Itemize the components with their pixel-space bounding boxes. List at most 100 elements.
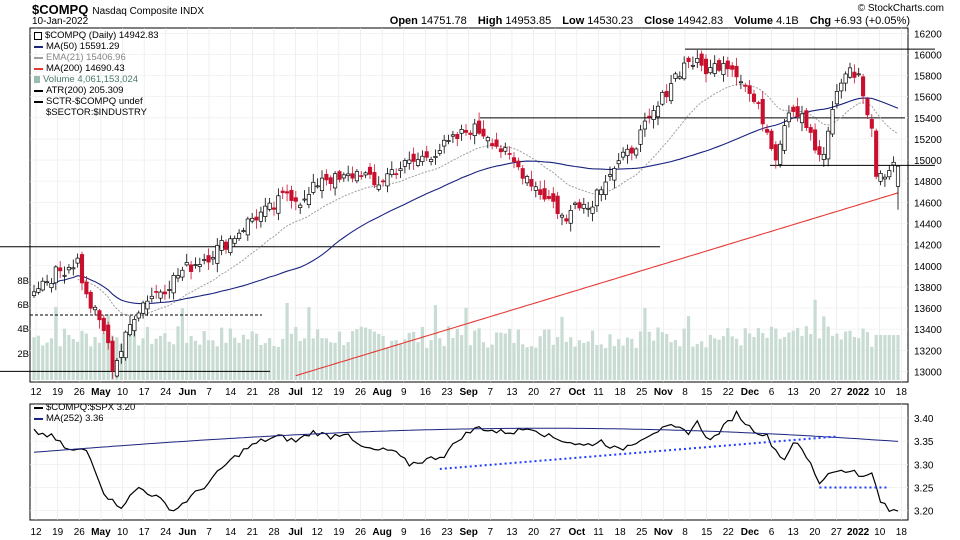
x-tick-label: Nov: [654, 387, 673, 398]
volume-bar: [512, 342, 516, 380]
x-tick-label: 9: [401, 387, 407, 398]
volume-bar: [263, 343, 267, 380]
candle-body: [119, 351, 124, 358]
volume-bar: [870, 346, 874, 380]
ohlc-readout: Open 14751.78 High 14953.85 Low 14530.23 Cl…: [382, 15, 910, 27]
volume-bar: [372, 331, 376, 380]
candle-body: [760, 99, 765, 125]
candle-body: [817, 146, 822, 155]
candle-body: [237, 232, 242, 239]
volume-bar: [150, 343, 154, 380]
volume-bar: [206, 340, 211, 380]
volume-bar: [477, 328, 481, 380]
ratio-x-tick-label: 2022: [847, 527, 870, 538]
candle-body: [437, 150, 442, 154]
candle-body: [411, 153, 416, 162]
candle-body: [372, 172, 377, 186]
volume-bar: [41, 345, 45, 380]
volume-bar: [809, 334, 813, 380]
candle-body: [324, 173, 329, 181]
x-tick-label: 11: [593, 387, 604, 398]
volume-bar: [62, 328, 67, 380]
volume-bar: [630, 338, 634, 380]
candle-body: [245, 218, 250, 236]
candle-body: [747, 85, 752, 94]
volume-bar: [547, 329, 551, 380]
candle-body: [311, 181, 316, 193]
ratio-x-tick-label: Sep: [460, 527, 478, 538]
candle-body: [751, 93, 757, 102]
candle-body: [721, 63, 726, 75]
candle-body: [773, 144, 778, 161]
volume-bar: [49, 338, 54, 380]
volume-bar: [385, 347, 390, 380]
x-tick-label: 21: [247, 387, 259, 398]
volume-bar: [800, 336, 804, 380]
candle-body: [612, 168, 617, 181]
volume-bar: [560, 316, 564, 380]
candle-body: [708, 67, 713, 74]
chg-value: +6.93 (+0.05%): [834, 15, 910, 27]
candle-body: [503, 147, 508, 152]
candle-body: [271, 207, 277, 210]
candle-body: [45, 281, 50, 284]
y-tick-label: 14000: [914, 262, 942, 273]
x-tick-label: 24: [160, 387, 172, 398]
volume-bar: [839, 339, 843, 380]
candle-body: [756, 102, 761, 104]
volume-bar: [394, 340, 398, 380]
candle-body: [123, 331, 128, 359]
volume-bar: [451, 337, 455, 380]
volume-bar: [503, 333, 507, 380]
candle-body: [385, 173, 390, 187]
candle-body: [529, 179, 534, 187]
candle-body: [84, 281, 89, 295]
x-tick-label: 25: [636, 387, 648, 398]
candle-body: [490, 143, 495, 146]
candle-body: [280, 190, 285, 193]
x-tick-label: Jun: [179, 387, 197, 398]
candle-body: [555, 195, 560, 214]
candle-body: [559, 214, 565, 218]
volume-bar: [468, 345, 472, 380]
candle-body: [533, 186, 538, 191]
ma50-line: [51, 97, 899, 305]
candle-body: [778, 143, 783, 165]
x-tick-label: 27: [550, 387, 562, 398]
ratio-x-tick-label: 18: [615, 527, 627, 538]
volume-bar: [756, 328, 760, 380]
candle-body: [202, 259, 207, 261]
candle-body: [162, 291, 167, 295]
volume-bar: [189, 335, 193, 380]
candle-body: [699, 53, 704, 66]
candle-body: [651, 110, 656, 120]
volume-bar: [499, 332, 503, 380]
candle-body: [791, 106, 796, 112]
ratio-x-tick-label: 26: [74, 527, 86, 538]
open-label: Open: [389, 15, 418, 27]
candle-body: [786, 112, 791, 123]
volume-bar: [678, 346, 682, 380]
volume-bar: [145, 326, 150, 380]
volume-bar: [76, 341, 80, 380]
x-tick-label: 6: [769, 387, 775, 398]
volume-bar: [246, 339, 250, 380]
volume-bar: [211, 340, 215, 380]
volume-bar: [302, 338, 307, 380]
volume-bar: [787, 332, 791, 380]
ratio-x-tick-label: 10: [117, 527, 129, 538]
volume-bar: [569, 337, 573, 380]
candle-body: [127, 324, 133, 336]
y-tick-label: 15400: [914, 114, 942, 125]
candle-body: [114, 360, 119, 377]
ratio-x-tick-label: Nov: [654, 527, 673, 538]
volume-bar: [556, 337, 560, 380]
volume-bar: [102, 333, 106, 380]
volume-bar: [250, 331, 254, 380]
candle-body: [834, 91, 839, 105]
candle-body: [394, 173, 399, 175]
candle-body: [402, 160, 407, 167]
volume-bar: [752, 337, 756, 380]
legend-ma50: MA(50) 15591.29: [34, 41, 159, 52]
candle-body: [703, 58, 709, 75]
